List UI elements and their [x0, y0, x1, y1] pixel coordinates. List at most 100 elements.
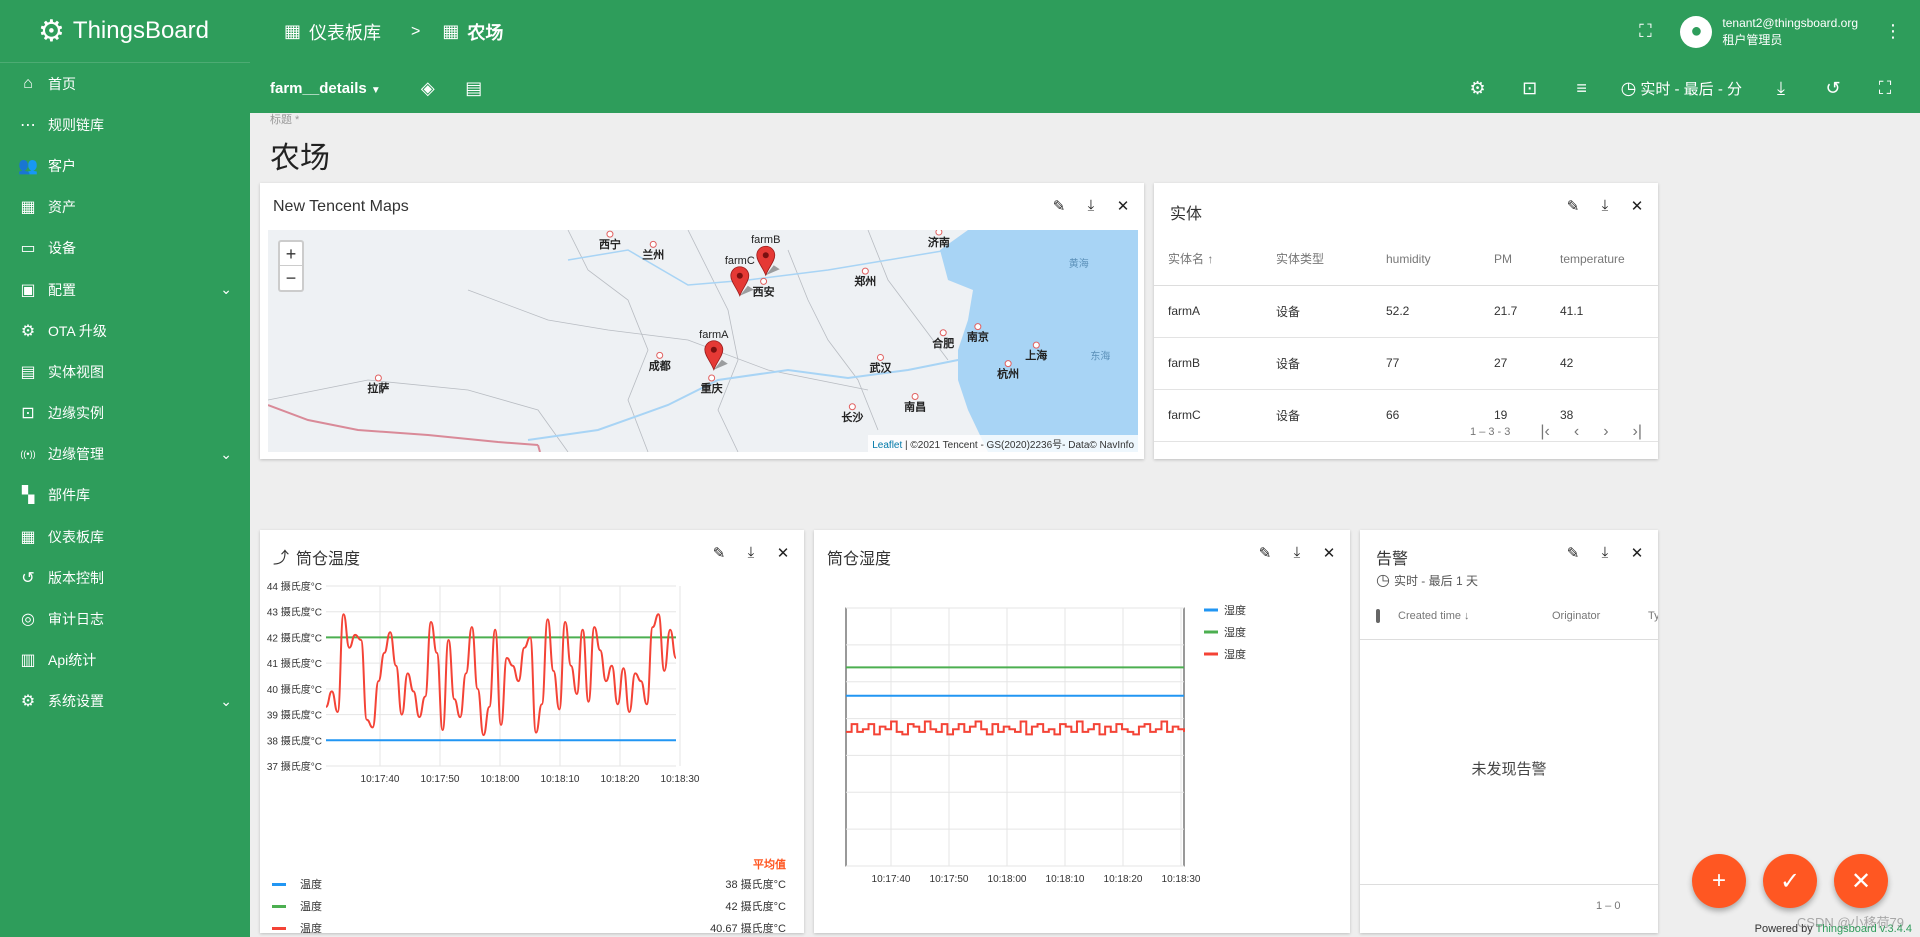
table-row[interactable]: farmC 设备 66 19 38: [1154, 389, 1658, 442]
leaflet-link[interactable]: Leaflet: [872, 440, 903, 451]
state-label: farm__details: [270, 79, 367, 97]
save-button[interactable]: ✓: [1763, 854, 1817, 908]
first-page-icon[interactable]: |‹: [1540, 423, 1550, 440]
zoom-out-button[interactable]: −: [285, 268, 297, 288]
sidebar-item[interactable]: ↺ 版本控制: [0, 557, 250, 598]
add-widget-button[interactable]: +: [1692, 854, 1746, 908]
last-page-icon[interactable]: ›|: [1632, 423, 1642, 440]
history-icon[interactable]: ↺: [1825, 77, 1841, 98]
edit-icon[interactable]: ✎: [712, 545, 726, 562]
humidity-chart[interactable]: 10:17:40 10:17:50 10:18:00 10:18:10 10:18:20…: [814, 570, 1350, 930]
column-header[interactable]: temperature: [1546, 233, 1658, 286]
edit-icon[interactable]: ✎: [1258, 545, 1272, 562]
farm-marker[interactable]: farmA: [699, 329, 729, 371]
alarm-timewindow[interactable]: ◷ 实时 - 最后 1 天: [1376, 570, 1478, 590]
alarm-column-header[interactable]: Type: [1648, 609, 1658, 622]
chevron-down-icon[interactable]: ⌄: [220, 281, 232, 298]
app-logo[interactable]: ⚙ ThingsBoard: [0, 0, 250, 63]
city-dot: [374, 374, 382, 382]
sidebar-item[interactable]: ⋯ 规则链库: [0, 104, 250, 145]
filter-icon[interactable]: ≡: [1576, 77, 1587, 98]
farm-marker[interactable]: farmC: [725, 255, 755, 297]
column-header[interactable]: PM: [1480, 233, 1546, 286]
close-icon[interactable]: ✕: [776, 545, 790, 562]
zoom-in-button[interactable]: +: [280, 242, 302, 266]
more-vert-icon[interactable]: ⋮: [1884, 21, 1902, 41]
close-icon[interactable]: ✕: [1322, 545, 1336, 562]
legend-entry[interactable]: 湿度: [1204, 603, 1246, 617]
alarm-column-header[interactable]: Originator: [1552, 609, 1601, 622]
next-page-icon[interactable]: ›: [1603, 423, 1609, 440]
state-selector[interactable]: farm__details ▼: [270, 80, 381, 97]
city-label: 上海: [1025, 348, 1047, 362]
sidebar-item[interactable]: ▚ 部件库: [0, 475, 250, 516]
edit-icon[interactable]: ✎: [1566, 545, 1580, 562]
close-icon[interactable]: ✕: [1116, 198, 1130, 215]
column-header[interactable]: humidity: [1372, 233, 1480, 286]
avatar[interactable]: ●: [1680, 15, 1713, 48]
sidebar-item[interactable]: ▤ 实体视图: [0, 351, 250, 392]
sidebar-item[interactable]: ▥ Api统计: [0, 640, 250, 681]
download-icon[interactable]: ⤓: [1293, 544, 1301, 561]
farm-marker[interactable]: farmB: [751, 234, 780, 277]
download-icon[interactable]: ⤓: [1777, 77, 1785, 98]
column-header[interactable]: 实体名 ↑: [1154, 233, 1262, 286]
sidebar-item[interactable]: ▭ 设备: [0, 228, 250, 269]
chevron-down-icon[interactable]: ⌄: [220, 692, 232, 709]
breadcrumb-parent[interactable]: 仪表板库: [309, 22, 382, 43]
sidebar-item[interactable]: ▣ 配置 ⌄: [0, 269, 250, 310]
map-attribution: Leaflet | ©2021 Tencent - GS(2020)2236号-…: [868, 435, 1138, 452]
sidebar-item[interactable]: ((•)) 边缘管理 ⌄: [0, 434, 250, 475]
layers-icon[interactable]: ◈: [420, 77, 435, 98]
legend-entry[interactable]: 湿度: [1204, 625, 1246, 639]
version-link[interactable]: Thingsboard v.3.4.4: [1815, 923, 1912, 935]
sidebar-item[interactable]: 👥 客户: [0, 145, 250, 186]
city-label: 南京: [967, 330, 989, 344]
prev-page-icon[interactable]: ‹: [1573, 423, 1580, 440]
legend-entry[interactable]: 湿度: [1204, 647, 1246, 661]
download-icon[interactable]: ⤓: [1601, 197, 1609, 214]
sidebar-item[interactable]: ⌂ 首页: [0, 63, 250, 104]
close-icon[interactable]: ✕: [1630, 545, 1644, 562]
entities-widget: 实体 ✎ ⤓ ✕ 实体名 ↑ 实体类型 humidity PM temperature …: [1154, 183, 1658, 459]
settings-icon[interactable]: ⚙: [1469, 77, 1486, 98]
sidebar-item[interactable]: ⊡ 边缘实例: [0, 393, 250, 434]
layouts-icon[interactable]: ▤: [465, 77, 483, 98]
timewindow-button[interactable]: ◷ 实时 - 最后 - 分: [1621, 78, 1742, 99]
chevron-down-icon[interactable]: ⌄: [220, 445, 232, 462]
legend-label: 湿度: [1224, 647, 1246, 661]
sidebar-item[interactable]: ⚙ 系统设置 ⌄: [0, 681, 250, 722]
table-cell: 66: [1372, 389, 1480, 442]
sidebar-item-label: 实体视图: [48, 363, 104, 380]
city-label: 西安: [753, 284, 775, 298]
legend-entry[interactable]: 温度 40.67 摄氏度°C: [260, 917, 804, 933]
download-icon[interactable]: ⤓: [1087, 197, 1095, 214]
legend-entry[interactable]: 温度 38 摄氏度°C: [260, 873, 804, 895]
download-icon[interactable]: ⤓: [1601, 544, 1609, 561]
temperature-widget: ⤴ 筒仓温度 ✎ ⤓ ✕ 44 摄氏度°C 43 摄氏度°C 42 摄氏度°C 41 …: [260, 530, 804, 933]
download-icon[interactable]: ⤓: [747, 544, 755, 561]
sidebar-item[interactable]: ◎ 审计日志: [0, 598, 250, 639]
edit-icon[interactable]: ✎: [1052, 198, 1066, 215]
rule-chain-icon: ⋯: [20, 116, 36, 134]
edit-icon[interactable]: ✎: [1566, 198, 1580, 215]
fullscreen-icon[interactable]: ⛶: [1878, 77, 1892, 98]
alarm-column-header[interactable]: Created time ↓: [1398, 609, 1470, 622]
sidebar-item[interactable]: ▦ 资产: [0, 187, 250, 228]
close-icon[interactable]: ✕: [1630, 198, 1644, 215]
column-header[interactable]: 实体类型: [1262, 233, 1372, 286]
temperature-chart[interactable]: 44 摄氏度°C 43 摄氏度°C 42 摄氏度°C 41 摄氏度°C 40 摄氏度°C…: [260, 570, 804, 830]
table-row[interactable]: farmA 设备 52.2 21.7 41.1: [1154, 285, 1658, 338]
select-all-checkbox[interactable]: [1376, 608, 1380, 623]
x-tick-label: 10:18:30: [661, 774, 700, 785]
fullscreen-icon[interactable]: ⛶: [1639, 21, 1652, 41]
cancel-button[interactable]: ✕: [1834, 854, 1888, 908]
sidebar-item[interactable]: ▦ 仪表板库: [0, 516, 250, 557]
legend-entry[interactable]: 温度 42 摄氏度°C: [260, 895, 804, 917]
table-row[interactable]: farmB 设备 77 27 42: [1154, 337, 1658, 390]
map-view[interactable]: 西宁 兰州 济南 郑州 西安 成都 重庆 合肥 南京 上海 杭州 武汉 长沙 南昌 拉萨 黄海 东海 farmB f…: [268, 230, 1138, 452]
entity-aliases-icon[interactable]: ⊡: [1522, 77, 1538, 98]
sidebar-item[interactable]: ⚙ OTA 升级: [0, 310, 250, 351]
city-dot: [911, 393, 919, 400]
